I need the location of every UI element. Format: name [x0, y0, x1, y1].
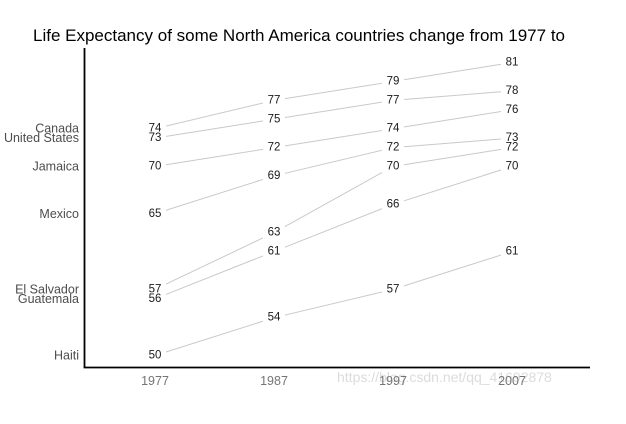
- data-label-mask: [382, 93, 404, 107]
- x-tick-label-1987: 1987: [260, 374, 288, 388]
- data-label-mask: [144, 207, 166, 221]
- x-tick-label-1997: 1997: [379, 374, 407, 388]
- data-label-mask: [144, 160, 166, 173]
- data-label-mask: [144, 349, 166, 362]
- data-label: 78: [506, 85, 519, 97]
- data-label-mask: [382, 160, 404, 173]
- country-label-mexico: Mexico: [39, 207, 79, 221]
- series-line-mexico: [154, 137, 513, 215]
- data-label: 72: [506, 142, 519, 154]
- data-label-mask: [382, 141, 404, 155]
- country-label-el-salvador: El Salvador: [15, 282, 79, 296]
- x-tick-label-2007: 2007: [498, 374, 526, 388]
- data-label: 72: [268, 142, 281, 154]
- data-label: 70: [506, 161, 519, 173]
- data-label: 72: [387, 142, 400, 154]
- data-label-mask: [263, 245, 285, 259]
- data-label: 77: [268, 94, 281, 106]
- data-label: 50: [149, 350, 162, 362]
- data-label-mask: [501, 160, 523, 173]
- data-label: 56: [149, 293, 162, 305]
- series-line-haiti: [154, 251, 513, 356]
- series-line-el-salvador: [154, 147, 513, 290]
- data-label-mask: [382, 122, 404, 136]
- data-label-mask: [382, 197, 404, 211]
- country-label-canada: Canada: [35, 122, 79, 136]
- data-label-mask: [501, 84, 523, 98]
- data-label: 77: [387, 94, 400, 106]
- data-label: 75: [268, 113, 281, 125]
- data-label: 79: [387, 75, 400, 87]
- series-line-guatemala: [154, 166, 513, 300]
- watermark-text: https://blog.csdn.net/qq_41692878: [337, 369, 552, 385]
- data-label-mask: [501, 245, 523, 259]
- data-label-mask: [263, 112, 285, 126]
- data-label: 57: [387, 283, 400, 295]
- data-label: 61: [268, 246, 281, 258]
- data-label: 69: [268, 170, 281, 182]
- data-label-mask: [501, 103, 523, 117]
- data-label: 65: [149, 208, 162, 220]
- country-label-guatemala: Guatemala: [18, 292, 79, 306]
- country-label-jamaica: Jamaica: [32, 160, 79, 174]
- data-label: 74: [387, 123, 400, 135]
- data-label: 63: [268, 227, 281, 239]
- country-label-united-states: United States: [4, 131, 79, 145]
- data-label: 76: [506, 104, 519, 116]
- data-label-mask: [501, 56, 523, 70]
- data-label-mask: [382, 282, 404, 296]
- series-line-canada: [154, 62, 513, 130]
- data-label-mask: [263, 226, 285, 240]
- data-label-mask: [501, 141, 523, 155]
- data-label: 61: [506, 246, 519, 258]
- series-line-united-states: [154, 90, 513, 139]
- data-label: 70: [149, 161, 162, 173]
- data-label-mask: [263, 141, 285, 155]
- data-label: 81: [506, 57, 519, 69]
- data-label: 73: [149, 132, 162, 144]
- data-label-mask: [144, 292, 166, 306]
- data-label-mask: [144, 131, 166, 145]
- data-label-mask: [263, 169, 285, 183]
- data-label: 54: [268, 312, 281, 324]
- data-label: 66: [387, 198, 400, 210]
- data-label-mask: [263, 311, 285, 325]
- x-tick-label-1977: 1977: [141, 374, 169, 388]
- data-label: 70: [387, 161, 400, 173]
- data-label-mask: [263, 93, 285, 107]
- chart-title: Life Expectancy of some North America co…: [33, 26, 565, 45]
- series-line-jamaica: [154, 109, 513, 167]
- data-label-mask: [382, 74, 404, 88]
- country-label-haiti: Haiti: [54, 349, 79, 363]
